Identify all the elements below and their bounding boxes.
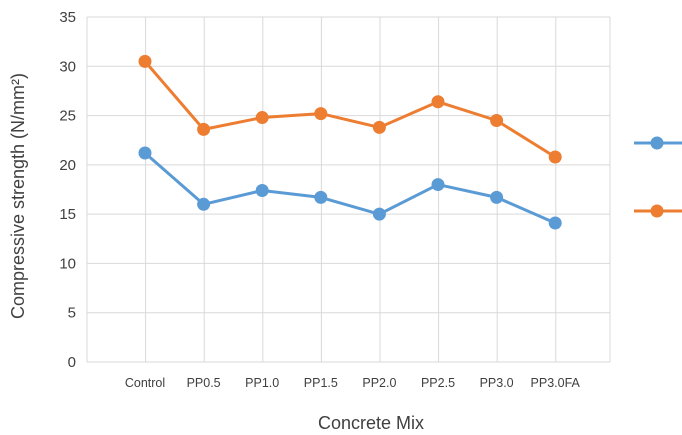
- x-tick-labels: Control PP0.5 PP1.0 PP1.5 PP2.0 PP2.5 PP3.0 PP3…: [125, 376, 581, 390]
- y-tick-label: 30: [59, 58, 76, 75]
- data-point: [314, 190, 328, 204]
- x-tick-label: PP2.0: [362, 376, 396, 390]
- data-point: [138, 146, 152, 160]
- y-tick-label: 25: [59, 108, 76, 125]
- data-point: [197, 197, 211, 211]
- series-group: [138, 54, 562, 230]
- x-axis-title: Concrete Mix: [318, 413, 424, 433]
- x-tick-label: PP1.0: [245, 376, 279, 390]
- data-point: [548, 216, 562, 230]
- y-tick-label: 35: [59, 9, 76, 26]
- x-tick-label: PP3.0: [480, 376, 514, 390]
- x-tick-label: PP2.5: [421, 376, 455, 390]
- series-2: [138, 54, 562, 164]
- x-tick-label: PP1.5: [304, 376, 338, 390]
- series-line: [144, 151, 556, 225]
- legend-marker: [650, 136, 664, 150]
- series-1: [138, 146, 562, 230]
- x-tick-label: Control: [125, 376, 165, 390]
- data-point: [548, 150, 562, 164]
- data-point: [490, 114, 504, 127]
- data-point: [372, 120, 386, 134]
- data-point: [255, 183, 269, 197]
- y-tick-labels: 0 5 10 15 20 25 30 35: [59, 9, 76, 371]
- y-axis-title: Compressive strength (N/mm²): [8, 73, 28, 319]
- x-tick-label: PP3.0FA: [531, 376, 581, 390]
- data-point: [197, 122, 211, 136]
- data-point: [372, 207, 386, 221]
- gridlines: [86, 16, 611, 363]
- y-tick-label: 15: [59, 206, 76, 223]
- x-tick-label: PP0.5: [187, 376, 221, 390]
- y-tick-label: 5: [68, 305, 76, 322]
- data-point: [431, 178, 445, 192]
- legend-marker: [650, 204, 664, 218]
- data-point: [431, 95, 445, 109]
- y-tick-label: 10: [59, 255, 76, 272]
- data-point: [490, 190, 504, 204]
- legend: [634, 136, 682, 218]
- series-line: [143, 60, 556, 159]
- y-tick-label: 0: [68, 354, 76, 371]
- legend-entry-1: [634, 136, 682, 150]
- data-point: [314, 107, 328, 121]
- legend-entry-2: [634, 204, 682, 218]
- data-point: [255, 111, 269, 125]
- data-point: [138, 54, 152, 68]
- y-tick-label: 20: [59, 157, 76, 174]
